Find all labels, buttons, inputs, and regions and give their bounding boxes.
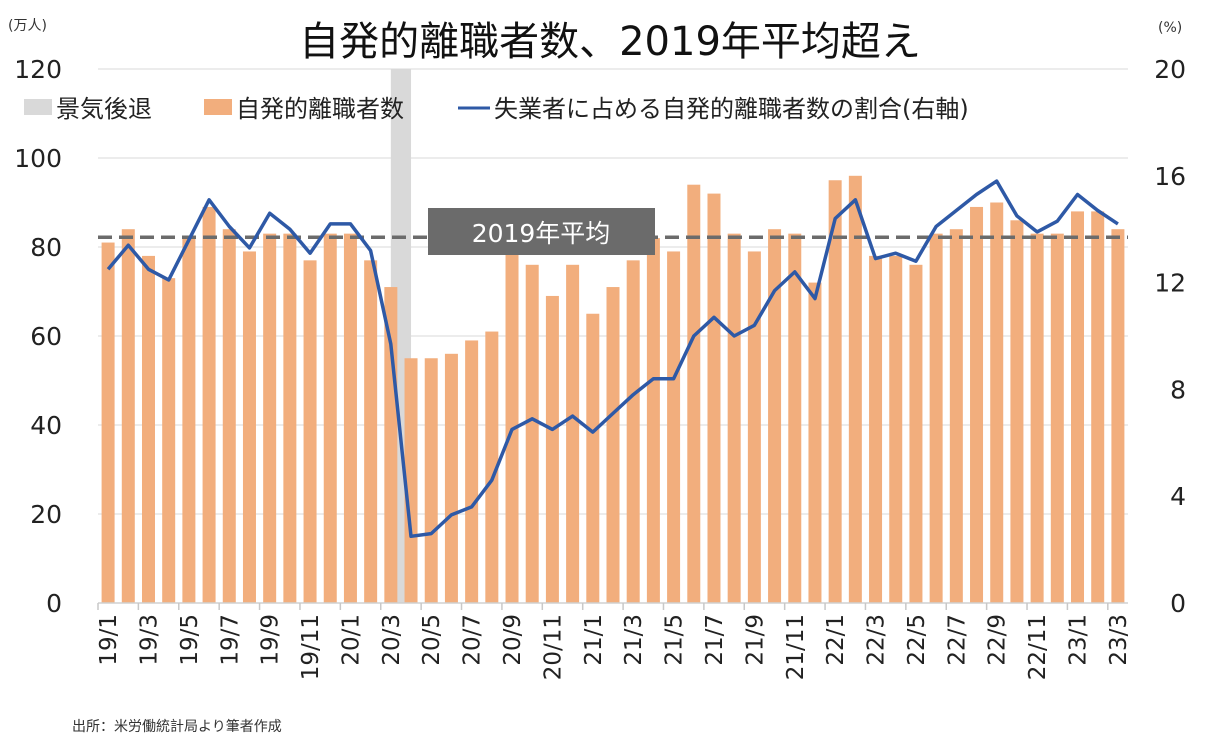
- legend-swatch-recession: [24, 99, 52, 115]
- bar-19/9: [263, 234, 276, 603]
- right-tick-label: 4: [1170, 482, 1186, 511]
- right-tick-label: 0: [1170, 589, 1186, 618]
- bar-20/5: [425, 358, 438, 603]
- x-tick-label: 21/5: [662, 614, 688, 666]
- bar-22/9: [990, 203, 1003, 604]
- bar-21/4: [647, 238, 660, 603]
- legend: 景気後退 自発的離職者数 失業者に占める自発的離職者数の割合(右軸): [24, 95, 969, 123]
- bar-20/6: [445, 354, 458, 603]
- x-tick-label: 19/5: [177, 614, 203, 666]
- x-tick-label: 19/3: [136, 614, 162, 666]
- bar-20/12: [566, 265, 579, 603]
- x-tick-label: 20/7: [460, 614, 486, 666]
- left-tick-label: 0: [46, 589, 62, 618]
- legend-label-line: 失業者に占める自発的離職者数の割合(右軸): [494, 95, 969, 123]
- right-tick-label: 8: [1170, 375, 1186, 404]
- x-tick-label: 20/3: [379, 614, 405, 666]
- bar-21/7: [707, 194, 720, 603]
- legend-swatch-bars: [204, 99, 232, 115]
- bar-19/7: [223, 229, 236, 603]
- x-tick-label: 19/7: [217, 614, 243, 666]
- left-tick-label: 40: [30, 411, 62, 440]
- bar-22/5: [909, 265, 922, 603]
- bar-21/3: [627, 260, 640, 603]
- bar-22/3: [869, 256, 882, 603]
- chart-title: 自発的離職者数、2019年平均超え: [299, 19, 921, 65]
- left-tick-label: 120: [14, 55, 62, 84]
- x-tick-label: 20/5: [419, 614, 445, 666]
- bar-20/1: [344, 234, 357, 603]
- bar-21/12: [808, 283, 821, 603]
- x-tick-label: 22/1: [823, 614, 849, 666]
- x-tick-label: 22/9: [985, 614, 1011, 666]
- left-tick-label: 20: [30, 500, 62, 529]
- bar-19/1: [102, 243, 115, 603]
- bar-21/1: [586, 314, 599, 603]
- bar-22/6: [930, 234, 943, 603]
- bar-21/5: [667, 251, 680, 603]
- right-tick-label: 16: [1154, 162, 1186, 191]
- bar-23/2: [1091, 211, 1104, 603]
- x-tick-label: 21/7: [702, 614, 728, 666]
- legend-label-bars: 自発的離職者数: [236, 95, 404, 123]
- x-tick-label: 21/1: [581, 614, 607, 666]
- bar-21/6: [687, 185, 700, 603]
- x-tick-label: 22/11: [1025, 614, 1051, 680]
- bar-19/6: [203, 207, 216, 603]
- source-note: 出所：米労働統計局より筆者作成: [72, 719, 282, 735]
- bar-19/11: [304, 260, 317, 603]
- x-tick-label: 20/1: [338, 614, 364, 666]
- bar-22/11: [1031, 234, 1044, 603]
- legend-label-recession: 景気後退: [56, 95, 152, 123]
- bar-21/9: [748, 251, 761, 603]
- x-tick-label: 19/11: [298, 614, 324, 680]
- x-tick-label: 19/1: [96, 614, 122, 666]
- x-tick-label: 19/9: [258, 614, 284, 666]
- bar-19/3: [142, 256, 155, 603]
- left-tick-label: 60: [30, 322, 62, 351]
- bar-20/7: [465, 340, 478, 603]
- bar-19/5: [182, 238, 195, 603]
- x-tick-label: 22/3: [864, 614, 890, 666]
- right-tick-label: 20: [1154, 55, 1186, 84]
- bar-22/12: [1051, 234, 1064, 603]
- x-tick-label: 23/1: [1066, 614, 1092, 666]
- bar-21/8: [728, 234, 741, 603]
- bar-22/8: [970, 207, 983, 603]
- x-tick-label: 21/11: [783, 614, 809, 680]
- bar-19/4: [162, 278, 175, 603]
- left-tick-label: 100: [14, 144, 62, 173]
- reference-label: 2019年平均: [472, 219, 611, 248]
- x-tick-label: 21/9: [742, 614, 768, 666]
- left-tick-label: 80: [30, 233, 62, 262]
- bar-22/4: [889, 256, 902, 603]
- x-tick-label: 20/9: [500, 614, 526, 666]
- right-axis-unit: (%): [1158, 20, 1182, 36]
- bar-22/2: [849, 176, 862, 603]
- x-tick-label: 23/3: [1106, 614, 1132, 666]
- bar-22/7: [950, 229, 963, 603]
- bar-19/12: [324, 234, 337, 603]
- bar-19/10: [283, 234, 296, 603]
- bar-19/8: [243, 251, 256, 603]
- right-tick-label: 12: [1154, 269, 1186, 298]
- bar-22/10: [1010, 220, 1023, 603]
- bar-20/2: [364, 260, 377, 603]
- bar-19/2: [122, 229, 135, 603]
- x-tick-label: 20/11: [540, 614, 566, 680]
- x-tick-label: 21/3: [621, 614, 647, 666]
- bar-20/10: [526, 265, 539, 603]
- x-tick-label: 22/5: [904, 614, 930, 666]
- bar-21/2: [607, 287, 620, 603]
- x-tick-label: 22/7: [944, 614, 970, 666]
- bar-23/3: [1111, 229, 1124, 603]
- bar-21/11: [788, 234, 801, 603]
- left-axis-unit: (万人): [8, 18, 47, 34]
- bar-23/1: [1071, 211, 1084, 603]
- bar-20/11: [546, 296, 559, 603]
- bar-20/3: [384, 287, 397, 603]
